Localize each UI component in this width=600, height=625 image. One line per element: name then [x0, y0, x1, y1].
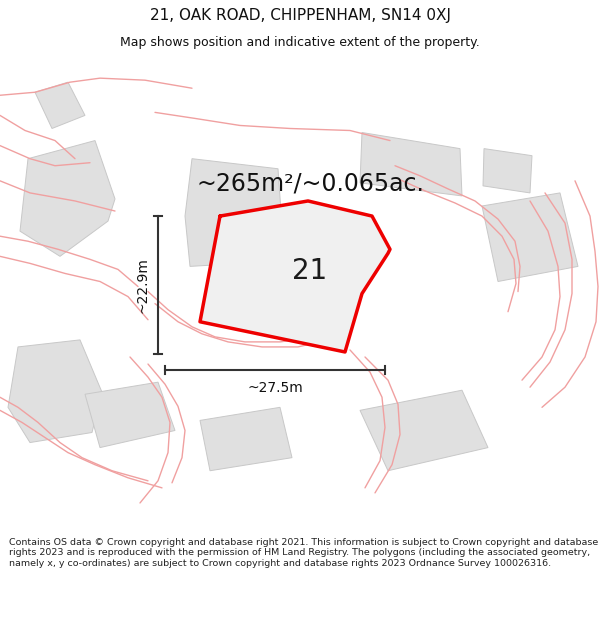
Text: Contains OS data © Crown copyright and database right 2021. This information is : Contains OS data © Crown copyright and d…: [9, 538, 598, 568]
Polygon shape: [200, 408, 292, 471]
Polygon shape: [8, 340, 102, 442]
Polygon shape: [360, 132, 462, 196]
Text: ~265m²/~0.065ac.: ~265m²/~0.065ac.: [196, 172, 424, 196]
Polygon shape: [35, 82, 85, 129]
Polygon shape: [200, 201, 390, 352]
Polygon shape: [482, 193, 578, 281]
Text: 21: 21: [292, 258, 328, 286]
Text: ~27.5m: ~27.5m: [247, 381, 303, 395]
Polygon shape: [85, 382, 175, 448]
Text: ~22.9m: ~22.9m: [136, 257, 150, 313]
Text: Map shows position and indicative extent of the property.: Map shows position and indicative extent…: [120, 36, 480, 49]
Text: 21, OAK ROAD, CHIPPENHAM, SN14 0XJ: 21, OAK ROAD, CHIPPENHAM, SN14 0XJ: [149, 8, 451, 23]
Polygon shape: [360, 390, 488, 471]
Polygon shape: [185, 159, 282, 266]
Polygon shape: [483, 149, 532, 193]
Polygon shape: [20, 141, 115, 256]
